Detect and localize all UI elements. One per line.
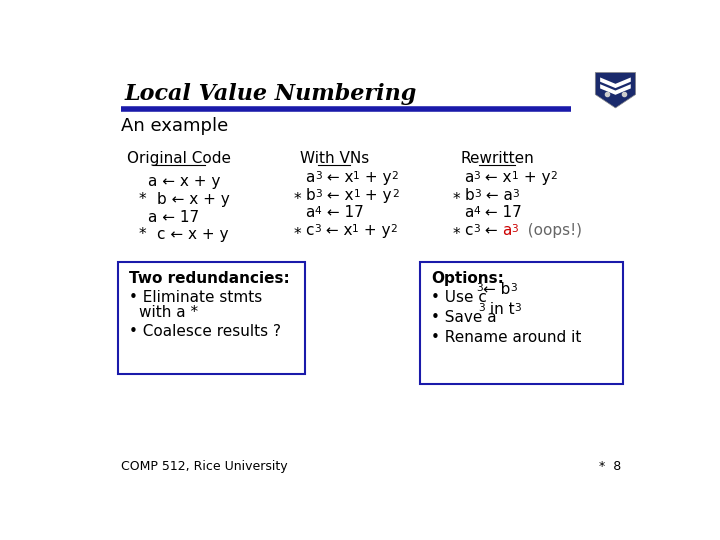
Text: 3: 3 bbox=[473, 224, 480, 234]
Text: • Save a: • Save a bbox=[431, 309, 497, 325]
Text: • Use c: • Use c bbox=[431, 289, 487, 305]
Text: 4: 4 bbox=[315, 206, 322, 217]
Text: + y: + y bbox=[360, 187, 392, 202]
Text: Original Code: Original Code bbox=[127, 151, 231, 166]
Text: 1: 1 bbox=[512, 171, 518, 181]
Text: in t: in t bbox=[485, 302, 515, 318]
Text: a ← 17: a ← 17 bbox=[148, 210, 199, 225]
Text: Two redundancies:: Two redundancies: bbox=[129, 271, 289, 286]
Text: a: a bbox=[464, 170, 474, 185]
Text: c: c bbox=[305, 223, 314, 238]
Text: *: * bbox=[453, 192, 460, 207]
Text: 1: 1 bbox=[353, 171, 360, 181]
Text: 3: 3 bbox=[511, 224, 518, 234]
Text: ← x: ← x bbox=[322, 187, 354, 202]
Text: a ← x + y: a ← x + y bbox=[148, 174, 220, 190]
Text: a: a bbox=[305, 170, 315, 185]
Text: ←: ← bbox=[480, 223, 502, 238]
Text: 1: 1 bbox=[352, 224, 359, 234]
Text: a: a bbox=[305, 205, 315, 220]
Text: b: b bbox=[305, 187, 315, 202]
Text: 1: 1 bbox=[354, 189, 360, 199]
Text: With VNs: With VNs bbox=[300, 151, 369, 166]
Text: 2: 2 bbox=[550, 171, 557, 181]
Text: (oops!): (oops!) bbox=[518, 223, 582, 238]
FancyBboxPatch shape bbox=[420, 262, 624, 384]
Text: 3: 3 bbox=[315, 189, 322, 199]
Text: 3: 3 bbox=[476, 284, 482, 293]
Polygon shape bbox=[600, 84, 631, 95]
Text: + y: + y bbox=[518, 170, 550, 185]
Polygon shape bbox=[595, 72, 636, 108]
Text: b: b bbox=[464, 187, 474, 202]
Text: with a *: with a * bbox=[139, 305, 198, 320]
Text: • Rename around it: • Rename around it bbox=[431, 330, 581, 345]
Text: ← x: ← x bbox=[320, 223, 352, 238]
Text: Local Value Numbering: Local Value Numbering bbox=[125, 83, 417, 105]
Text: 3: 3 bbox=[315, 171, 322, 181]
Text: 3: 3 bbox=[515, 303, 521, 314]
Text: 3: 3 bbox=[474, 171, 480, 181]
Text: COMP 512, Rice University: COMP 512, Rice University bbox=[121, 460, 287, 473]
Text: ← x: ← x bbox=[480, 170, 512, 185]
Text: 3: 3 bbox=[513, 189, 519, 199]
Text: *: * bbox=[294, 192, 302, 207]
Text: 2: 2 bbox=[392, 171, 398, 181]
Text: 3: 3 bbox=[314, 224, 320, 234]
Text: An example: An example bbox=[121, 117, 228, 136]
Text: Options:: Options: bbox=[431, 271, 504, 286]
Text: 2: 2 bbox=[390, 224, 397, 234]
Text: a: a bbox=[464, 205, 474, 220]
Text: ← x: ← x bbox=[322, 170, 353, 185]
Text: b ← x + y: b ← x + y bbox=[158, 192, 230, 207]
Text: c: c bbox=[464, 223, 473, 238]
Text: + y: + y bbox=[359, 223, 390, 238]
Text: Rewritten: Rewritten bbox=[460, 151, 534, 166]
Text: 4: 4 bbox=[474, 206, 480, 217]
Text: 3: 3 bbox=[478, 303, 485, 314]
Text: • Eliminate stmts: • Eliminate stmts bbox=[129, 289, 262, 305]
Text: *: * bbox=[453, 227, 460, 242]
Text: a: a bbox=[502, 223, 511, 238]
Polygon shape bbox=[600, 77, 631, 88]
Text: ← 17: ← 17 bbox=[322, 205, 364, 220]
Text: + y: + y bbox=[360, 170, 392, 185]
Text: 2: 2 bbox=[392, 189, 398, 199]
FancyBboxPatch shape bbox=[118, 262, 305, 374]
Text: *: * bbox=[139, 192, 146, 207]
Text: *: * bbox=[139, 227, 146, 242]
Text: *: * bbox=[294, 227, 302, 242]
Text: ← a: ← a bbox=[481, 187, 513, 202]
Text: c ← x + y: c ← x + y bbox=[158, 227, 229, 242]
Text: ← 17: ← 17 bbox=[480, 205, 522, 220]
Text: *  8: * 8 bbox=[598, 460, 621, 473]
Text: ← b: ← b bbox=[482, 282, 510, 297]
Text: • Coalesce results ?: • Coalesce results ? bbox=[129, 323, 281, 339]
Text: 3: 3 bbox=[510, 284, 517, 293]
Text: 3: 3 bbox=[474, 189, 481, 199]
